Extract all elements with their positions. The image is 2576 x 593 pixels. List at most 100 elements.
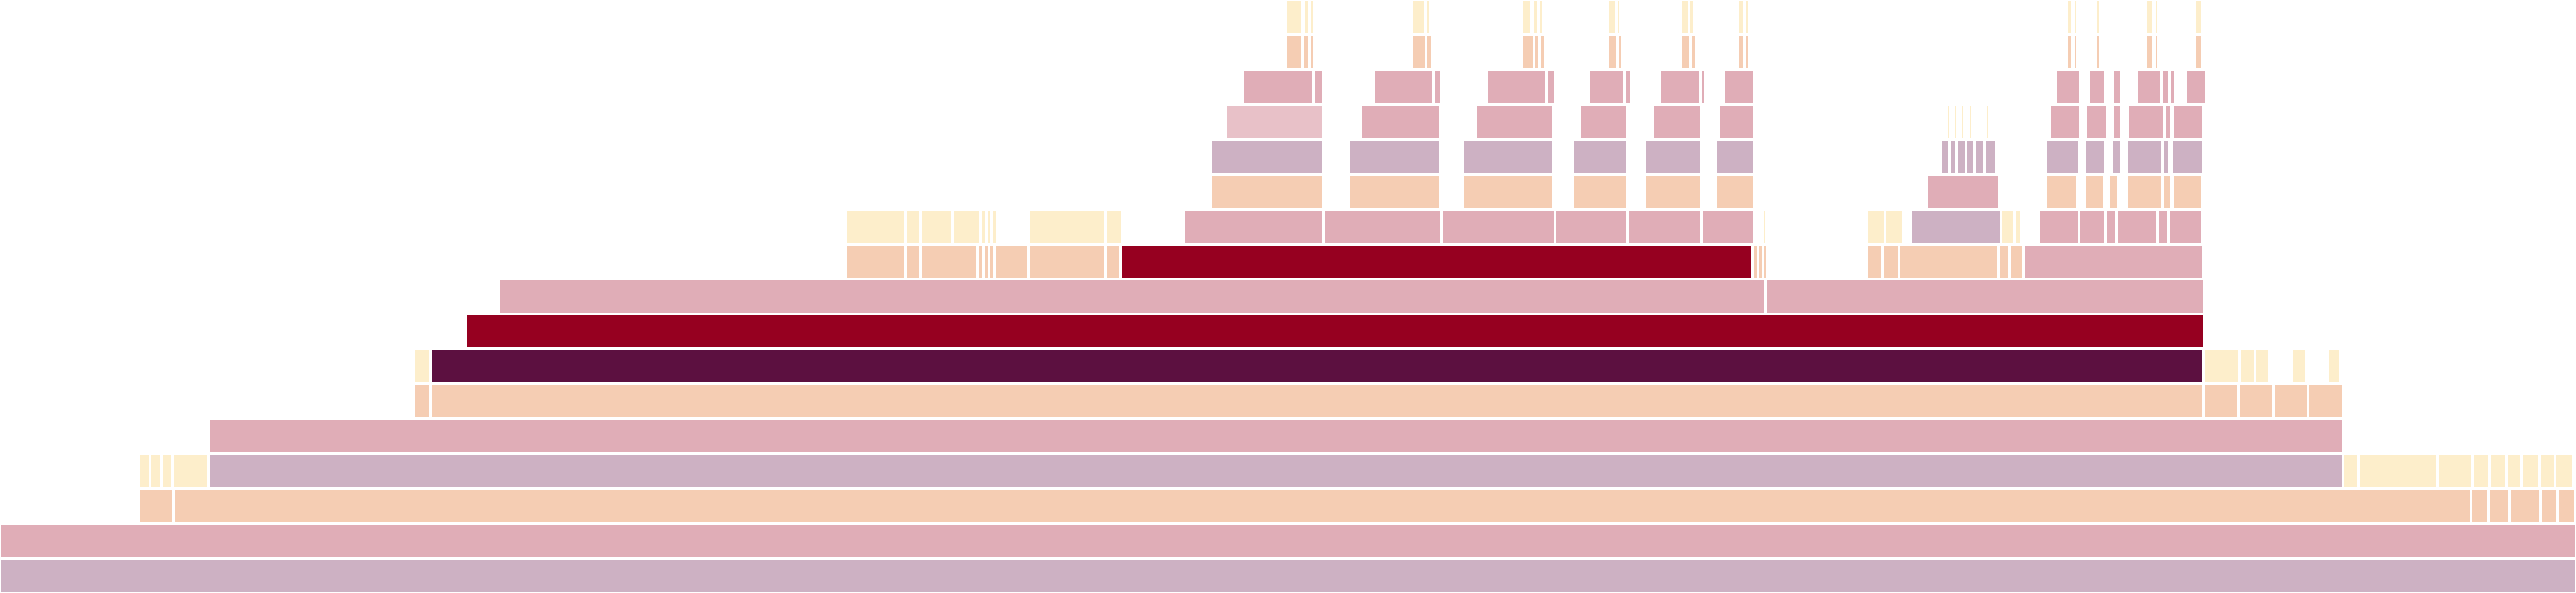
- flame-frame[interactable]: [1682, 36, 1689, 68]
- flame-frame[interactable]: [2128, 176, 2161, 208]
- flame-frame[interactable]: [1375, 71, 1432, 103]
- flame-frame[interactable]: [2293, 350, 2305, 382]
- flame-frame[interactable]: [1413, 1, 1424, 33]
- flame-frame[interactable]: [1609, 36, 1616, 68]
- flame-frame[interactable]: [1661, 71, 1699, 103]
- flame-frame[interactable]: [175, 490, 2470, 522]
- flame-frame[interactable]: [1350, 176, 1439, 208]
- flame-frame[interactable]: [1311, 36, 1313, 68]
- flame-frame[interactable]: [1212, 141, 1322, 173]
- flame-frame[interactable]: [2118, 211, 2156, 243]
- flame-frame[interactable]: [1, 560, 2575, 592]
- flame-frame[interactable]: [1185, 211, 1322, 243]
- flame-frame[interactable]: [1702, 71, 1704, 103]
- flame-frame[interactable]: [1976, 141, 1983, 173]
- flame-frame[interactable]: [1287, 1, 1301, 33]
- flame-frame[interactable]: [2025, 246, 2202, 278]
- flame-frame[interactable]: [2047, 141, 2078, 173]
- flame-frame[interactable]: [979, 246, 982, 278]
- flame-frame[interactable]: [2047, 176, 2076, 208]
- flame-frame[interactable]: [1746, 1, 1748, 33]
- flame-frame[interactable]: [1955, 106, 1956, 138]
- flame-frame[interactable]: [2187, 71, 2205, 103]
- flame-frame[interactable]: [2129, 106, 2163, 138]
- flame-frame[interactable]: [2541, 455, 2554, 487]
- flame-frame[interactable]: [1900, 246, 1997, 278]
- flame-frame[interactable]: [1942, 141, 1948, 173]
- flame-frame[interactable]: [467, 315, 2203, 347]
- flame-frame[interactable]: [140, 490, 172, 522]
- flame-frame[interactable]: [1535, 36, 1538, 68]
- flame-frame[interactable]: [1646, 141, 1700, 173]
- flame-frame[interactable]: [174, 455, 207, 487]
- flame-frame[interactable]: [1884, 246, 1898, 278]
- flame-frame[interactable]: [1928, 176, 1998, 208]
- flame-frame[interactable]: [2559, 455, 2572, 487]
- flame-frame[interactable]: [2097, 1, 2099, 33]
- flame-frame[interactable]: [2344, 455, 2357, 487]
- flame-frame[interactable]: [2523, 455, 2538, 487]
- flame-frame[interactable]: [2173, 141, 2202, 173]
- flame-frame[interactable]: [1987, 106, 1988, 138]
- flame-frame[interactable]: [1107, 246, 1119, 278]
- flame-frame[interactable]: [2075, 1, 2076, 33]
- flame-frame[interactable]: [210, 420, 2342, 452]
- flame-frame[interactable]: [2256, 350, 2268, 382]
- flame-frame[interactable]: [151, 455, 160, 487]
- flame-frame[interactable]: [2164, 141, 2168, 173]
- flame-frame[interactable]: [2156, 36, 2157, 68]
- flame-frame[interactable]: [2011, 246, 2022, 278]
- flame-frame[interactable]: [1654, 106, 1700, 138]
- flame-frame[interactable]: [1030, 246, 1104, 278]
- flame-frame[interactable]: [1912, 211, 2000, 243]
- flame-frame[interactable]: [432, 350, 2202, 382]
- flame-frame[interactable]: [2490, 490, 2508, 522]
- flame-frame[interactable]: [1287, 36, 1301, 68]
- flame-frame[interactable]: [1764, 246, 1766, 278]
- flame-frame[interactable]: [1227, 106, 1322, 138]
- flame-frame[interactable]: [2241, 350, 2254, 382]
- flame-frame[interactable]: [907, 246, 919, 278]
- flame-frame[interactable]: [1427, 1, 1429, 33]
- flame-frame[interactable]: [1868, 246, 1881, 278]
- flame-frame[interactable]: [2016, 211, 2020, 243]
- flame-frame[interactable]: [2113, 141, 2120, 173]
- flame-frame[interactable]: [1556, 211, 1626, 243]
- flame-frame[interactable]: [2068, 1, 2071, 33]
- flame-frame[interactable]: [1725, 71, 1753, 103]
- flame-frame[interactable]: [2156, 1, 2157, 33]
- flame-frame[interactable]: [2090, 71, 2104, 103]
- flame-frame[interactable]: [1541, 36, 1544, 68]
- flame-frame[interactable]: [2080, 211, 2104, 243]
- flame-frame[interactable]: [2114, 71, 2120, 103]
- flame-frame[interactable]: [1574, 176, 1626, 208]
- flame-frame[interactable]: [2107, 211, 2115, 243]
- flame-frame[interactable]: [1350, 141, 1439, 173]
- flame-frame[interactable]: [1, 525, 2575, 557]
- flame-frame[interactable]: [2166, 106, 2170, 138]
- flame-frame[interactable]: [988, 211, 990, 243]
- flame-frame[interactable]: [2559, 490, 2574, 522]
- flame-frame[interactable]: [1962, 106, 1963, 138]
- flame-frame[interactable]: [1311, 1, 1313, 33]
- flame-frame[interactable]: [982, 211, 985, 243]
- flame-frame[interactable]: [2205, 350, 2238, 382]
- flame-frame[interactable]: [1759, 246, 1762, 278]
- flame-frame[interactable]: [432, 385, 2202, 417]
- flame-frame[interactable]: [1886, 211, 1902, 243]
- flame-frame[interactable]: [1413, 36, 1425, 68]
- flame-frame[interactable]: [2174, 106, 2202, 138]
- flame-frame[interactable]: [2360, 455, 2436, 487]
- flame-frame[interactable]: [415, 385, 429, 417]
- flame-frame[interactable]: [954, 211, 979, 243]
- flame-frame[interactable]: [1523, 1, 1530, 33]
- flame-frame[interactable]: [1703, 211, 1753, 243]
- flame-frame[interactable]: [1970, 106, 1971, 138]
- flame-frame[interactable]: [2164, 176, 2170, 208]
- flame-frame[interactable]: [1523, 36, 1533, 68]
- flame-frame[interactable]: [2114, 106, 2120, 138]
- flame-frame[interactable]: [1435, 71, 1440, 103]
- flame-frame[interactable]: [1304, 36, 1308, 68]
- flame-frame[interactable]: [1948, 106, 1949, 138]
- flame-frame[interactable]: [2159, 211, 2167, 243]
